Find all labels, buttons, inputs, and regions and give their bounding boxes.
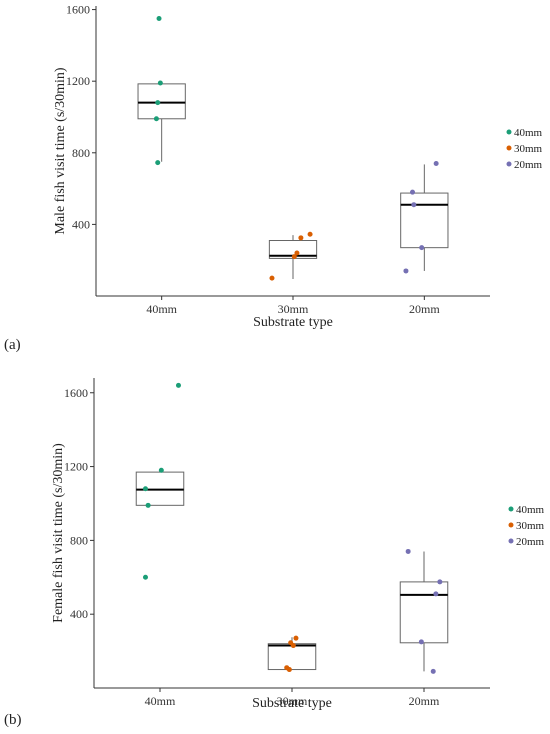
box-iqr [399, 581, 449, 644]
data-point-20mm [437, 579, 443, 585]
data-point-20mm [411, 202, 417, 208]
legend-key-20mm [508, 538, 514, 544]
data-point-40mm [156, 16, 162, 22]
data-point-40mm [145, 502, 151, 508]
data-point-20mm [405, 548, 411, 554]
box-20mm [399, 551, 449, 672]
legend-key-40mm [506, 129, 512, 135]
y-tick-label: 400 [72, 217, 90, 231]
data-point-30mm [293, 635, 299, 641]
x-axis-title: Substrate type [253, 315, 333, 330]
data-point-30mm [291, 254, 297, 260]
x-tick-label: 30mm [278, 302, 309, 316]
data-point-30mm [298, 235, 304, 241]
chart-panel-2: 400 800 1200 1600 40mm 30mm 20mm Substrate type… [4, 378, 545, 728]
data-point-20mm [430, 668, 436, 674]
y-tick-label: 1600 [66, 3, 90, 17]
data-point-20mm [419, 245, 425, 251]
x-tick-label: 40mm [146, 302, 177, 316]
y-tick-label: 1600 [64, 386, 88, 400]
legend-label: 30mm [514, 143, 543, 155]
y-axis-title: Male fish visit time (s/30min) [53, 67, 68, 235]
y-tick-label: 400 [70, 607, 88, 621]
legend-label: 40mm [516, 504, 545, 516]
data-point-30mm [294, 250, 300, 256]
panel-label: (a) [4, 337, 21, 353]
box-iqr [267, 643, 317, 671]
legend: 40mm 30mm 20mm [508, 504, 545, 548]
data-point-40mm [157, 80, 163, 86]
data-point-30mm [307, 231, 313, 237]
x-tick-label: 40mm [145, 694, 176, 708]
data-point-30mm [286, 667, 292, 673]
chart-panel-1: 400 800 1200 1600 40mm 30mm 20mm Substrate type… [4, 3, 543, 353]
y-axis-title: Female fish visit time (s/30min) [51, 443, 66, 623]
box-40mm [137, 83, 186, 162]
legend: 40mm 30mm 20mm [506, 127, 543, 171]
y-tick-label: 1200 [64, 460, 88, 474]
legend-key-40mm [508, 506, 514, 512]
data-point-40mm [155, 100, 161, 106]
legend-key-20mm [506, 161, 512, 167]
box-30mm [267, 637, 317, 671]
legend-key-30mm [506, 145, 512, 151]
data-point-40mm [142, 574, 148, 580]
x-axis-title: Substrate type [252, 696, 332, 711]
x-tick-label: 30mm [277, 694, 308, 708]
data-point-40mm [155, 160, 161, 166]
box-iqr [137, 83, 186, 120]
x-tick-label: 20mm [409, 694, 440, 708]
panel-label: (b) [4, 712, 22, 728]
data-point-20mm [433, 161, 439, 167]
data-point-20mm [433, 591, 439, 597]
data-point-20mm [410, 189, 416, 195]
box-20mm [400, 164, 449, 271]
data-point-20mm [403, 268, 409, 274]
box-iqr [400, 192, 449, 249]
data-point-30mm [269, 275, 275, 281]
legend-label: 20mm [516, 536, 545, 548]
data-point-40mm [158, 467, 164, 473]
legend-label: 30mm [516, 520, 545, 532]
y-tick-label: 800 [72, 146, 90, 160]
data-point-40mm [142, 486, 148, 492]
data-point-20mm [418, 639, 424, 645]
legend-key-30mm [508, 522, 514, 528]
data-point-40mm [153, 116, 159, 122]
data-point-30mm [290, 643, 296, 649]
y-tick-label: 800 [70, 533, 88, 547]
data-point-40mm [175, 382, 181, 388]
y-tick-label: 1200 [66, 74, 90, 88]
legend-label: 20mm [514, 159, 543, 171]
x-tick-label: 20mm [409, 302, 440, 316]
legend-label: 40mm [514, 127, 543, 139]
